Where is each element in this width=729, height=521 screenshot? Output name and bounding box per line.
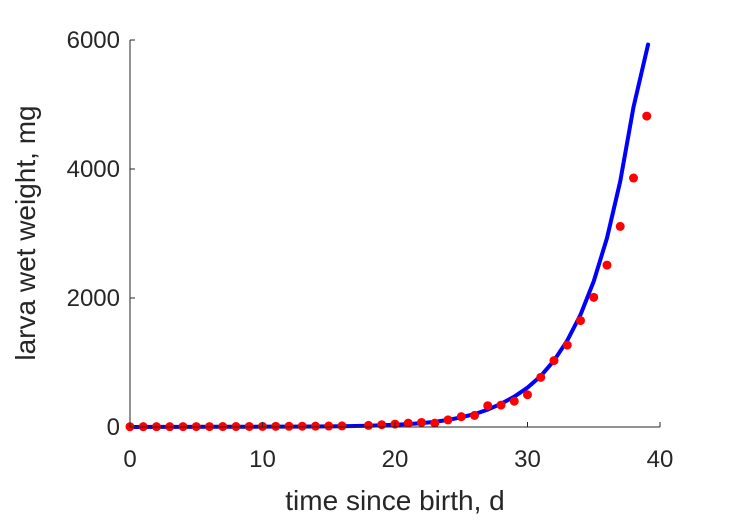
data-point bbox=[642, 111, 652, 121]
data-point bbox=[377, 420, 387, 430]
data-point bbox=[403, 418, 413, 428]
data-point bbox=[324, 421, 334, 431]
data-point bbox=[549, 356, 559, 366]
data-point bbox=[483, 401, 493, 411]
data-point bbox=[562, 340, 572, 350]
y-tick-label: 4000 bbox=[67, 156, 120, 183]
x-tick-label: 30 bbox=[514, 446, 541, 473]
data-point bbox=[496, 400, 506, 410]
x-tick-label: 20 bbox=[382, 446, 409, 473]
data-point bbox=[364, 420, 373, 430]
data-point bbox=[615, 221, 625, 231]
x-tick-label: 40 bbox=[647, 446, 674, 473]
axes: 0 10 20 30 40 0 2000 4000 6000 bbox=[67, 27, 674, 473]
data-point bbox=[417, 417, 426, 427]
data-point bbox=[311, 421, 320, 431]
data-point bbox=[271, 421, 281, 431]
model-curve bbox=[128, 42, 651, 429]
y-tick-label: 0 bbox=[107, 414, 120, 441]
data-point bbox=[602, 260, 612, 270]
data-point bbox=[337, 421, 347, 431]
data-point bbox=[470, 410, 479, 420]
data-point bbox=[430, 418, 440, 428]
plot-marks bbox=[125, 42, 652, 432]
x-tick-label: 0 bbox=[123, 446, 136, 473]
x-tick-label: 10 bbox=[249, 446, 276, 473]
data-point bbox=[536, 372, 546, 382]
data-point bbox=[523, 390, 532, 400]
data-point bbox=[589, 292, 599, 302]
ticks: 0 10 20 30 40 0 2000 4000 6000 bbox=[67, 27, 674, 473]
data-point bbox=[456, 412, 466, 422]
y-tick-label: 2000 bbox=[67, 285, 120, 312]
y-axis-title: larva wet weight, mg bbox=[10, 105, 41, 360]
x-axis-title: time since birth, d bbox=[285, 485, 504, 516]
data-point bbox=[443, 415, 453, 425]
data-point bbox=[284, 421, 294, 431]
data-point bbox=[244, 421, 254, 431]
data-point bbox=[297, 421, 307, 431]
data-point bbox=[629, 173, 638, 183]
data-point bbox=[576, 316, 585, 326]
data-point bbox=[509, 396, 519, 406]
y-tick-label: 6000 bbox=[67, 27, 120, 54]
